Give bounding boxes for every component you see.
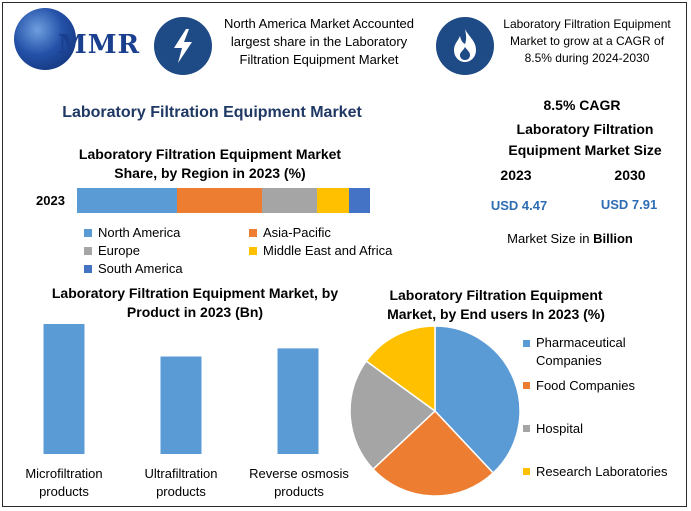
legend-north-america: North America — [84, 225, 180, 240]
legend-swatch — [84, 246, 92, 255]
legend-label: Europe — [98, 243, 140, 258]
region-segment-south-america — [349, 188, 370, 213]
region-chart-title: Laboratory Filtration Equipment Market S… — [78, 146, 342, 181]
product-bar-3 — [277, 348, 319, 454]
pie-slice-research-laboratories — [365, 325, 436, 413]
product-label-ultrafiltration: Ultrafiltration products — [144, 466, 218, 499]
legend-swatch — [249, 246, 257, 255]
pie-legend-pharmaceutical: Pharmaceutical Companies — [536, 335, 626, 368]
pie-slice-pharmaceutical-companies — [434, 325, 521, 475]
region-segment-asia-pacific — [176, 188, 262, 213]
market-size-title: Laboratory Filtration Equipment Market S… — [508, 121, 662, 158]
legend-label: North America — [98, 225, 181, 240]
region-segment-europe — [261, 188, 318, 213]
headline-cagr: Laboratory Filtration Equipment Market t… — [503, 17, 671, 65]
market-size-unit: Market Size in Billion — [490, 231, 650, 246]
year-2023: 2023 — [500, 167, 532, 183]
legend-label: Middle East and Africa — [263, 243, 393, 258]
product-bar-2 — [160, 356, 202, 454]
unit-prefix: Market Size in — [507, 231, 594, 246]
outer-frame — [2, 2, 687, 507]
pie-slice-food-companies — [371, 409, 495, 497]
legend-middle-east-africa: Middle East and Africa — [249, 243, 392, 258]
product-bar-chart — [43, 324, 319, 454]
value-2023: USD 4.47 — [490, 198, 548, 213]
logo-text: MMR — [58, 30, 141, 60]
enduser-chart-title: Laboratory Filtration Equipment Market, … — [387, 287, 605, 322]
headline-north-america: North America Market Accounted largest s… — [223, 16, 415, 67]
flame-icon — [436, 17, 494, 75]
legend-label: South America — [98, 261, 183, 276]
legend-swatch — [84, 264, 92, 273]
pie-legend-research: Research Laboratories — [536, 464, 668, 479]
legend-label: Asia-Pacific — [263, 225, 331, 240]
pie-legend-swatch — [523, 340, 530, 347]
cagr-label: 8.5% CAGR — [543, 97, 621, 113]
pie-legend-swatch — [523, 468, 530, 475]
value-2030: USD 7.91 — [600, 197, 658, 212]
product-label-reverse-osmosis: Reverse osmosis products — [249, 466, 349, 499]
legend-asia-pacific: Asia-Pacific — [249, 225, 331, 240]
year-2030: 2030 — [614, 167, 646, 183]
pie-legend-swatch — [523, 425, 530, 432]
region-segment-middle-east-and-africa — [317, 188, 350, 213]
pie-legend-food: Food Companies — [536, 378, 635, 393]
product-chart-title: Laboratory Filtration Equipment Market, … — [51, 285, 339, 320]
pie-legend-hospital: Hospital — [536, 421, 583, 436]
pie-slice-hospital — [349, 359, 437, 471]
region-segment-north-america — [77, 188, 177, 213]
enduser-pie-chart — [349, 325, 521, 497]
unit-bold: Billion — [593, 231, 633, 246]
region-year-label: 2023 — [36, 193, 65, 208]
legend-europe: Europe — [84, 243, 140, 258]
legend-swatch — [84, 228, 92, 237]
product-label-microfiltration: Microfiltration products — [25, 466, 103, 499]
globe-logo-icon — [14, 8, 76, 70]
page-title: Laboratory Filtration Equipment Market — [62, 104, 362, 121]
product-bar-1 — [43, 324, 85, 454]
legend-swatch — [249, 228, 257, 237]
legend-south-america: South America — [84, 261, 183, 276]
pie-legend-swatch — [523, 382, 530, 389]
region-stacked-bar — [77, 188, 370, 213]
lightning-icon — [154, 17, 212, 75]
